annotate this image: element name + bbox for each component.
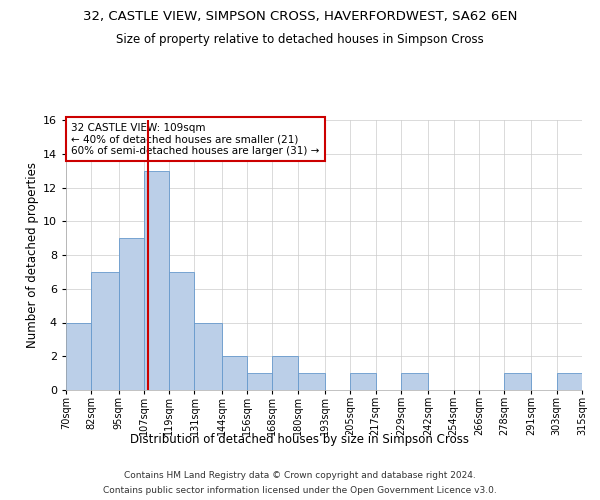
Bar <box>557 373 582 390</box>
Bar <box>169 272 194 390</box>
Bar <box>66 322 91 390</box>
Bar <box>298 373 325 390</box>
Bar <box>247 373 272 390</box>
Y-axis label: Number of detached properties: Number of detached properties <box>26 162 38 348</box>
Bar <box>119 238 144 390</box>
Bar <box>222 356 247 390</box>
Text: 32 CASTLE VIEW: 109sqm
← 40% of detached houses are smaller (21)
60% of semi-det: 32 CASTLE VIEW: 109sqm ← 40% of detached… <box>71 122 320 156</box>
Bar <box>144 170 169 390</box>
Bar <box>401 373 428 390</box>
Bar <box>350 373 376 390</box>
Text: Contains public sector information licensed under the Open Government Licence v3: Contains public sector information licen… <box>103 486 497 495</box>
Bar <box>504 373 532 390</box>
Text: Contains HM Land Registry data © Crown copyright and database right 2024.: Contains HM Land Registry data © Crown c… <box>124 471 476 480</box>
Text: Distribution of detached houses by size in Simpson Cross: Distribution of detached houses by size … <box>131 432 470 446</box>
Bar <box>91 272 119 390</box>
Text: Size of property relative to detached houses in Simpson Cross: Size of property relative to detached ho… <box>116 32 484 46</box>
Text: 32, CASTLE VIEW, SIMPSON CROSS, HAVERFORDWEST, SA62 6EN: 32, CASTLE VIEW, SIMPSON CROSS, HAVERFOR… <box>83 10 517 23</box>
Bar <box>272 356 298 390</box>
Bar <box>194 322 222 390</box>
